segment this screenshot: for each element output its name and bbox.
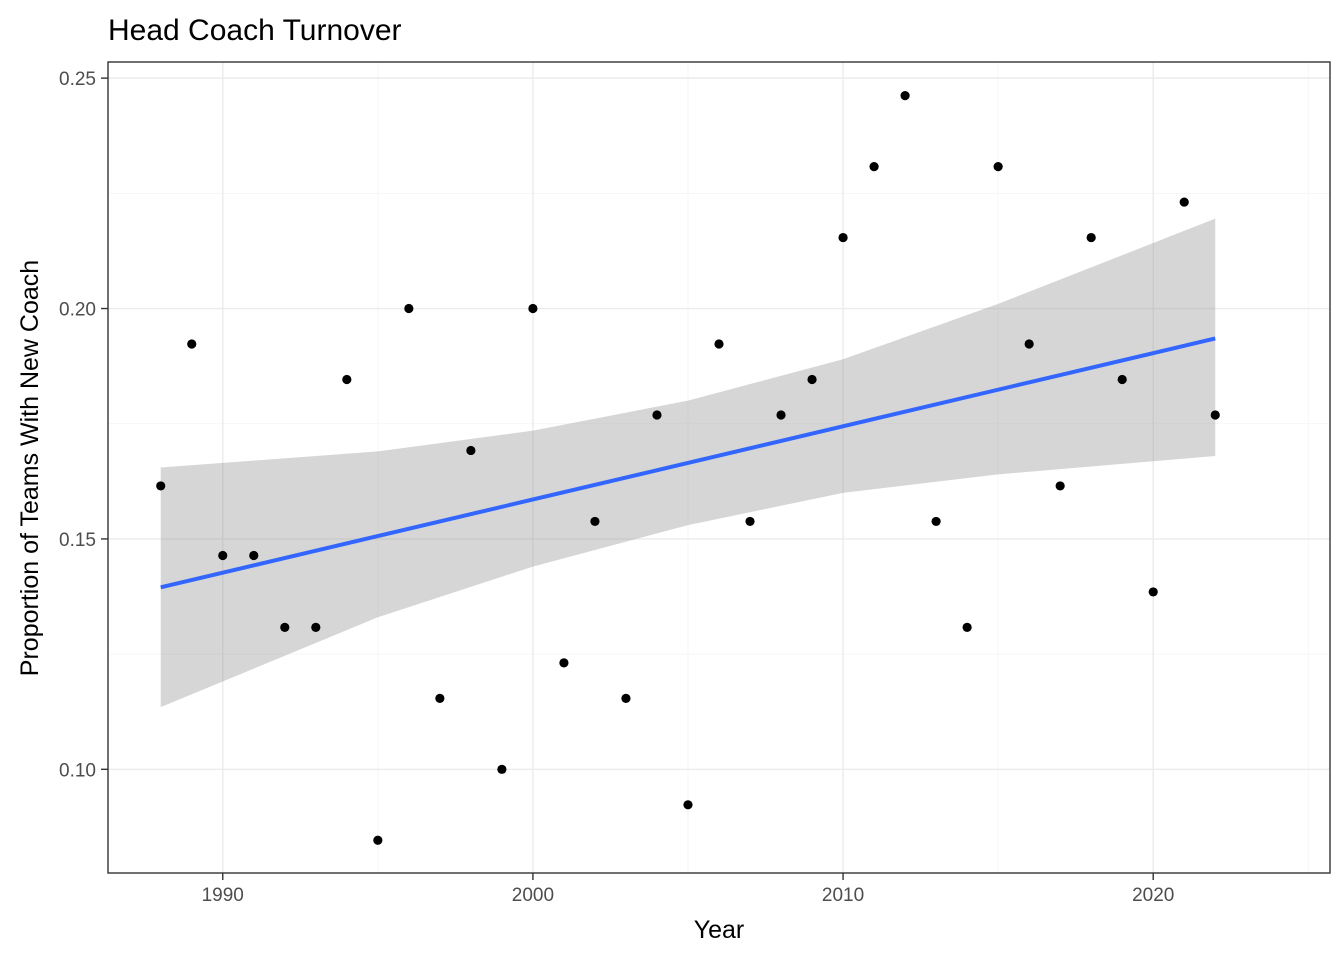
point-2005 bbox=[683, 800, 693, 810]
point-2010 bbox=[838, 232, 848, 243]
point-2009 bbox=[807, 374, 817, 385]
x-tick-label-1990: 1990 bbox=[202, 885, 244, 906]
grid bbox=[108, 62, 1330, 873]
point-1995 bbox=[373, 835, 383, 845]
point-2019 bbox=[1117, 374, 1127, 385]
panel-border bbox=[107, 61, 1331, 874]
point-1990 bbox=[218, 550, 228, 561]
x-tick-label-2010: 2010 bbox=[822, 885, 864, 906]
point-1996 bbox=[404, 303, 414, 314]
y-tick-label-1: 0.15 bbox=[59, 530, 96, 551]
point-2022 bbox=[1210, 410, 1220, 420]
x-tick-label-2020: 2020 bbox=[1132, 885, 1174, 906]
point-1991 bbox=[249, 550, 259, 561]
point-1992 bbox=[280, 622, 290, 632]
y-tick-label-0: 0.10 bbox=[59, 760, 96, 781]
x-tick-label-2000: 2000 bbox=[512, 885, 554, 906]
point-1988 bbox=[156, 481, 166, 491]
y-tick-label-2: 0.20 bbox=[59, 300, 96, 321]
y-axis: 0.10 0.15 0.20 0.25 bbox=[59, 69, 108, 781]
point-2011 bbox=[869, 162, 879, 172]
trend-line bbox=[160, 336, 1216, 590]
point-1994 bbox=[342, 374, 352, 385]
point-2003 bbox=[621, 693, 631, 703]
point-2016 bbox=[1024, 339, 1034, 349]
point-2004 bbox=[652, 410, 662, 420]
chart-title: Head Coach Turnover bbox=[108, 14, 402, 47]
point-2002 bbox=[590, 516, 600, 527]
point-2013 bbox=[931, 516, 941, 527]
point-1998 bbox=[466, 445, 476, 456]
point-1993 bbox=[311, 622, 321, 632]
point-2014 bbox=[962, 622, 972, 632]
x-axis: 1990 2000 2010 2020 bbox=[202, 873, 1174, 906]
point-2000 bbox=[528, 303, 538, 314]
point-2012 bbox=[900, 91, 910, 101]
point-2017 bbox=[1055, 481, 1065, 491]
point-2006 bbox=[714, 339, 724, 349]
points-layer bbox=[156, 91, 1220, 845]
trend-line-layer bbox=[160, 336, 1216, 590]
point-2018 bbox=[1086, 232, 1096, 243]
point-2007 bbox=[745, 516, 755, 527]
point-1999 bbox=[497, 764, 507, 774]
point-2020 bbox=[1148, 587, 1158, 597]
point-1989 bbox=[187, 339, 197, 349]
point-2001 bbox=[559, 658, 569, 668]
point-2015 bbox=[993, 162, 1003, 172]
point-2021 bbox=[1179, 197, 1189, 207]
y-tick-label-3: 0.25 bbox=[59, 69, 96, 90]
x-axis-title: Year bbox=[694, 916, 745, 944]
point-1997 bbox=[435, 693, 445, 703]
point-2008 bbox=[776, 410, 786, 420]
y-axis-title: Proportion of Teams With New Coach bbox=[16, 260, 44, 676]
